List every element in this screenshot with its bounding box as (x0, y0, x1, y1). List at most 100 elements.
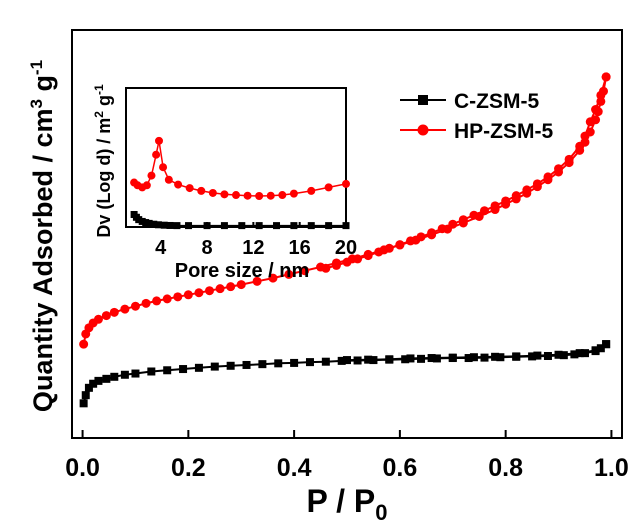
inset-hp-zsm-5-point (174, 180, 183, 189)
main-y-axis-title: Quantity Adsorbed / cm3 g-1 (27, 60, 58, 412)
inset-x-tick-label: 16 (289, 237, 311, 259)
main-c-zsm-5-point (575, 349, 584, 358)
main-c-zsm-5-point (385, 355, 394, 364)
main-hp-zsm-5-point (374, 247, 384, 257)
main-hp-zsm-5-point (596, 90, 606, 100)
main-c-zsm-5-point (448, 353, 457, 362)
main-c-zsm-5-point (533, 351, 542, 360)
main-hp-zsm-5-point (252, 276, 262, 286)
main-x-axis-title: P / P0 (306, 483, 387, 520)
main-hp-zsm-5-point (205, 286, 214, 296)
inset-hp-zsm-5-point (255, 192, 264, 201)
inset-c-zsm-5-point (173, 222, 181, 230)
main-hp-zsm-5-point (152, 296, 162, 306)
main-hp-zsm-5-point (480, 206, 489, 216)
inset-hp-zsm-5-point (243, 191, 252, 200)
inset-hp-zsm-5-point (185, 184, 194, 193)
main-c-zsm-5-point (491, 352, 500, 361)
main-hp-zsm-5-point (101, 311, 111, 321)
inset-y-axis-title: Dv (Log d) / m2 g-1 (92, 84, 114, 238)
inset-c-zsm-5-point (166, 221, 174, 229)
main-hp-zsm-5-point (120, 304, 130, 314)
main-c-zsm-5-point (321, 357, 330, 366)
inset-c-zsm-5-point (203, 222, 211, 230)
main-c-zsm-5-point (427, 354, 436, 363)
main-hp-zsm-5-point (448, 219, 458, 229)
main-c-zsm-5-point (79, 399, 88, 408)
legend-entry-c-zsm-5: C-ZSM-5 (400, 90, 539, 113)
main-hp-zsm-5-point (331, 260, 341, 270)
main-c-zsm-5-point (81, 391, 90, 400)
main-c-zsm-5-adsorption-line (82, 343, 607, 404)
main-hp-zsm-5-point (554, 164, 564, 174)
inset-c-zsm-5-point (145, 219, 153, 227)
main-c-zsm-5-point (242, 360, 251, 369)
main-series-layer (79, 72, 611, 408)
main-hp-zsm-5-point (321, 263, 331, 273)
inset-hp-zsm-5-point (232, 191, 240, 200)
main-hp-zsm-5-point (268, 273, 278, 283)
inset-c-zsm-5-point (160, 221, 168, 229)
inset-c-zsm-5-point (325, 222, 333, 230)
inset-c-zsm-5-point (154, 221, 162, 229)
main-c-zsm-5-point (364, 355, 373, 364)
inset-hp-zsm-5-point (266, 191, 275, 200)
main-hp-zsm-5-point (342, 257, 352, 267)
main-x-tick-label: 0.4 (277, 454, 312, 482)
inset-hp-zsm-5-point (289, 189, 298, 198)
main-c-zsm-5-point (290, 358, 299, 367)
main-hp-zsm-5-point (93, 314, 103, 324)
main-hp-zsm-5-point (458, 215, 468, 225)
inset-c-zsm-5-point (273, 222, 281, 230)
main-hp-zsm-5-point (109, 307, 119, 317)
main-hp-zsm-5-point (284, 269, 294, 279)
main-x-tick-label: 0.2 (171, 454, 206, 482)
inset-c-zsm-5-point (238, 222, 246, 230)
main-hp-zsm-5-point (591, 105, 601, 115)
main-hp-zsm-5-point (183, 290, 193, 300)
inset-hp-zsm-5-point (197, 186, 206, 195)
main-hp-zsm-5-point (585, 117, 595, 127)
inset-hp-zsm-5-point (152, 150, 161, 159)
main-hp-zsm-5-point (162, 294, 172, 304)
inset-x-ticks: 4 8 12 16 20 (155, 222, 357, 259)
inset-c-zsm-5-point (290, 222, 298, 230)
main-hp-zsm-5-point (173, 292, 183, 302)
main-x-ticks: 0.0 0.2 0.4 0.6 0.8 1.0 (65, 430, 629, 482)
inset-plot-frame (125, 87, 347, 228)
main-c-zsm-5-point (210, 362, 219, 371)
main-c-zsm-5-point (131, 369, 140, 378)
inset-hp-zsm-5-point (220, 190, 229, 199)
main-hp-zsm-5-point (363, 251, 373, 261)
main-c-zsm-5-point (406, 354, 415, 363)
legend-label-c-zsm-5: C-ZSM-5 (454, 90, 539, 113)
main-hp-zsm-5-point (384, 243, 394, 253)
inset-c-zsm-5-point (220, 222, 228, 230)
main-c-zsm-5-point (343, 356, 351, 365)
legend-marker-square (418, 95, 428, 105)
main-c-zsm-5-point (469, 353, 478, 362)
main-hp-zsm-5-point (79, 339, 89, 349)
inset-c-zsm-5-point (342, 222, 350, 230)
main-hp-zsm-5-point (427, 228, 437, 238)
main-hp-zsm-5-point (141, 298, 151, 308)
main-c-zsm-5-point (120, 370, 129, 379)
main-hp-zsm-5-point (501, 196, 511, 206)
main-hp-zsm-5-point (405, 236, 415, 246)
inset-chart: 4 8 12 16 20 Pore size / nm Dv (Log d) / m2 … (92, 84, 357, 282)
main-hp-zsm-5-point (469, 210, 479, 220)
inset-hp-zsm-5-point (208, 188, 217, 197)
inset-x-tick-label: 20 (335, 237, 357, 259)
main-c-zsm-5-point (179, 365, 188, 374)
inset-hp-zsm-5-point (159, 163, 168, 172)
main-hp-zsm-5-point (226, 282, 236, 292)
main-hp-zsm-5-point (511, 191, 521, 201)
inset-hp-zsm-5-point (342, 179, 350, 188)
inset-hp-zsm-5-point (324, 183, 333, 192)
main-c-zsm-5-point (274, 359, 283, 368)
inset-hp-zsm-5-point (164, 175, 173, 184)
main-x-tick-label: 1.0 (594, 454, 629, 482)
main-c-zsm-5-point (110, 372, 119, 381)
main-hp-zsm-5-point (575, 141, 585, 151)
